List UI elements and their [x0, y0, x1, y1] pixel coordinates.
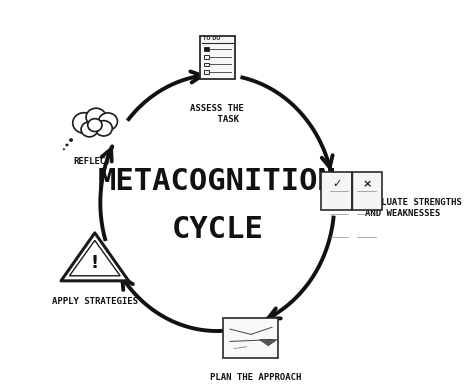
Circle shape — [81, 122, 98, 137]
Polygon shape — [61, 233, 129, 281]
Circle shape — [69, 138, 73, 142]
FancyBboxPatch shape — [200, 36, 235, 79]
Circle shape — [98, 113, 117, 130]
FancyBboxPatch shape — [352, 172, 383, 209]
Circle shape — [86, 108, 106, 126]
Circle shape — [88, 119, 102, 131]
Text: ASSESS THE
    TASK: ASSESS THE TASK — [191, 104, 244, 124]
Text: METACOGNITION: METACOGNITION — [98, 167, 337, 196]
FancyBboxPatch shape — [223, 318, 279, 358]
FancyBboxPatch shape — [204, 47, 209, 51]
Text: TO DO: TO DO — [203, 36, 220, 41]
Polygon shape — [260, 340, 277, 346]
Text: ×: × — [362, 179, 372, 189]
Text: APPLY STRATEGIES: APPLY STRATEGIES — [52, 297, 138, 306]
Text: REFLECT: REFLECT — [73, 157, 111, 166]
Text: EVALUATE STRENGTHS
AND WEAKNESSES: EVALUATE STRENGTHS AND WEAKNESSES — [365, 199, 462, 218]
Polygon shape — [70, 240, 120, 276]
Circle shape — [63, 148, 65, 150]
Circle shape — [73, 113, 96, 133]
Circle shape — [65, 144, 69, 146]
FancyBboxPatch shape — [204, 70, 209, 74]
FancyBboxPatch shape — [322, 172, 352, 209]
FancyBboxPatch shape — [204, 62, 209, 66]
Text: ✓: ✓ — [332, 179, 342, 189]
Circle shape — [95, 121, 112, 136]
FancyBboxPatch shape — [204, 55, 209, 58]
Text: !: ! — [91, 254, 99, 272]
Text: PLAN THE APPROACH: PLAN THE APPROACH — [210, 373, 301, 382]
Text: CYCLE: CYCLE — [171, 215, 263, 245]
